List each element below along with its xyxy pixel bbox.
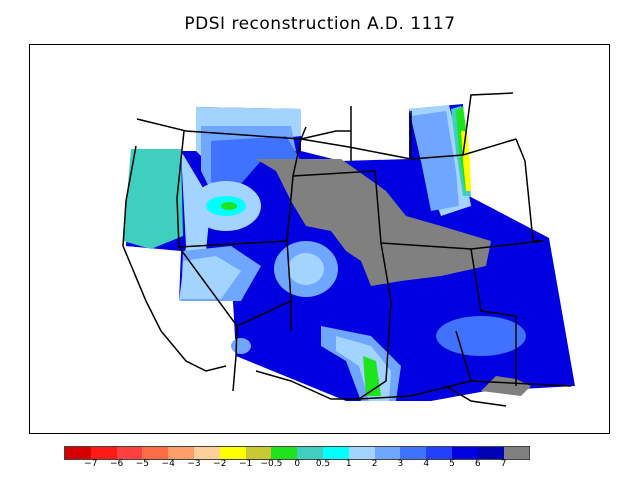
colorbar-tick-label: −1 bbox=[238, 459, 253, 469]
colorbar-swatch bbox=[400, 447, 427, 459]
pdsi-pale-utah bbox=[288, 253, 324, 285]
pdsi-mid-newmexico bbox=[436, 316, 526, 356]
colorbar-swatch bbox=[142, 447, 169, 459]
colorbar-swatch bbox=[219, 447, 246, 459]
pdsi-light-socal bbox=[231, 338, 251, 354]
colorbar-swatch bbox=[451, 447, 478, 459]
colorbar-swatch bbox=[193, 447, 220, 459]
map-frame bbox=[29, 44, 610, 434]
colorbar-tick-label: −3 bbox=[187, 459, 201, 469]
colorbar-swatch bbox=[90, 447, 117, 459]
pdsi-colorbar-ticks: −7 −6 −5 −4 −3 −2 −1 −0.5 0 0.5 1 2 3 4 5 6 7 bbox=[0, 458, 640, 474]
pdsi-colorbar bbox=[64, 446, 531, 460]
map-title: PDSI reconstruction A.D. 1117 bbox=[184, 14, 456, 34]
colorbar-tick-label: 2 bbox=[371, 459, 378, 469]
pdsi-green-arizona bbox=[363, 356, 381, 396]
colorbar-swatch bbox=[426, 447, 452, 459]
colorbar-tick-label: 1 bbox=[345, 459, 352, 469]
colorbar-tick-label: −4 bbox=[161, 459, 175, 469]
state-boundaries bbox=[122, 92, 572, 407]
colorbar-tick-label: 4 bbox=[423, 459, 430, 469]
colorbar-swatch bbox=[65, 447, 91, 459]
colorbar-tick-label: 0.5 bbox=[315, 459, 331, 469]
pdsi-green-idaho bbox=[221, 202, 237, 210]
colorbar-tick-label: 0 bbox=[294, 459, 301, 469]
pdsi-map bbox=[122, 92, 575, 407]
colorbar-swatch bbox=[245, 447, 272, 459]
colorbar-swatch bbox=[271, 447, 298, 459]
colorbar-swatch bbox=[168, 447, 194, 459]
colorbar-swatch bbox=[348, 447, 375, 459]
colorbar-swatch bbox=[374, 447, 401, 459]
pdsi-teal-nw bbox=[123, 149, 183, 249]
colorbar-swatch bbox=[116, 447, 143, 459]
colorbar-tick-label: 7 bbox=[500, 459, 507, 469]
colorbar-tick-label: −0.5 bbox=[260, 459, 283, 469]
no-data-region-wyoming bbox=[256, 159, 491, 286]
colorbar-tick-label: −7 bbox=[84, 459, 98, 469]
colorbar-swatch bbox=[322, 447, 349, 459]
no-data-region-southeast bbox=[481, 376, 531, 396]
colorbar-tick-label: 6 bbox=[474, 459, 481, 469]
colorbar-swatch bbox=[477, 447, 504, 459]
pdsi-light-dakota bbox=[411, 111, 459, 211]
colorbar-tick-label: −2 bbox=[213, 459, 227, 469]
colorbar-swatch bbox=[503, 447, 530, 459]
colorbar-tick-label: 5 bbox=[449, 459, 455, 469]
colorbar-swatch bbox=[297, 447, 323, 459]
colorbar-tick-label: 3 bbox=[397, 459, 404, 469]
colorbar-tick-label: −5 bbox=[135, 459, 150, 469]
colorbar-tick-label: −6 bbox=[109, 459, 124, 469]
pdsi-pale-nevada bbox=[181, 256, 241, 299]
